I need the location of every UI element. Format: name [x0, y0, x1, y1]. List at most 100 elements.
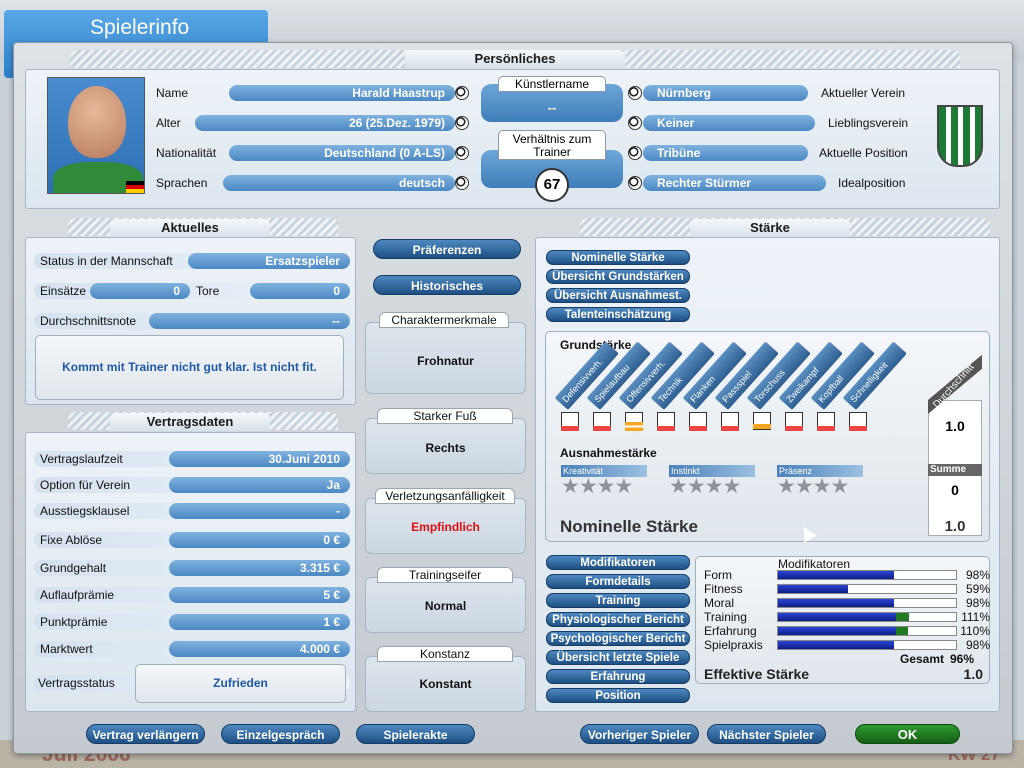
skill-bar — [785, 426, 803, 431]
contract-status-label: Vertragsstatus — [38, 676, 115, 690]
status-label: Status in der Mannschaft — [40, 254, 173, 268]
nominal-strength-label: Nominelle Stärke — [560, 517, 698, 536]
conversation-button[interactable]: Einzelgespräch — [221, 724, 340, 744]
constancy-value: Konstant — [419, 677, 472, 691]
character-trait-value: Frohnatur — [417, 354, 474, 368]
skill-bar — [849, 426, 867, 431]
ball-icon — [628, 86, 642, 100]
einsaetze-value: 0 — [90, 283, 190, 299]
club-option-label: Option für Verein — [40, 478, 131, 492]
status-message: Kommt mit Trainer nicht gut klar. Ist ni… — [35, 335, 344, 400]
star-rating-icon: ★★★★ — [561, 475, 633, 498]
artist-name-value: -- — [547, 100, 557, 115]
tab-exceptional-overview[interactable]: Übersicht Ausnahmest. — [546, 288, 690, 303]
modifier-bar — [778, 627, 896, 635]
history-button[interactable]: Historisches — [373, 275, 521, 295]
position-button[interactable]: Position — [546, 688, 690, 703]
tab-talent-assessment[interactable]: Talenteinschätzung — [546, 307, 690, 322]
germany-flag-icon — [126, 181, 144, 193]
skill-bar — [721, 426, 739, 431]
current-position-value: Tribüne — [643, 145, 808, 161]
exceptional-strength-label: Ausnahmestärke — [560, 446, 657, 460]
psychological-report-button[interactable]: Psychologischer Bericht — [546, 631, 690, 646]
character-trait-label: Charaktermerkmale — [379, 312, 509, 328]
avg-value: 1.0 — [945, 418, 965, 434]
ball-icon — [628, 116, 642, 130]
skill-bar — [817, 426, 835, 431]
favorite-club-label: Lieblingsverein — [828, 116, 909, 130]
exceptional-name: Instinkt — [669, 465, 755, 477]
modifier-bar — [778, 571, 894, 579]
skill-bar — [593, 426, 611, 431]
ball-icon — [455, 146, 469, 160]
trainer-relation-value: 67 — [535, 168, 569, 202]
exit-clause-value: - — [169, 503, 350, 519]
contract-status-value: Zufrieden — [135, 664, 346, 703]
tore-value: 0 — [250, 283, 350, 299]
form-details-button[interactable]: Formdetails — [546, 574, 690, 589]
modifier-label: Fitness — [704, 582, 743, 596]
skill-bar — [657, 426, 675, 431]
strong-foot-value: Rechts — [425, 441, 466, 455]
market-value-value: 4.000 € — [169, 641, 350, 657]
name-value: Harald Haastrup — [229, 85, 455, 101]
player-file-button[interactable]: Spielerakte — [356, 724, 475, 744]
current-position-label: Aktuelle Position — [819, 146, 908, 160]
base-salary-value: 3.315 € — [169, 560, 350, 576]
age-label: Alter — [156, 116, 181, 130]
languages-label: Sprachen — [156, 176, 208, 190]
total-value: 96% — [950, 652, 975, 666]
modifiers-header: Modifikatoren — [778, 557, 851, 571]
exceptional-name: Kreativität — [561, 465, 647, 477]
einsaetze-label: Einsätze — [40, 284, 87, 298]
player-photo — [47, 77, 145, 194]
skill-bar — [753, 424, 771, 429]
tab-nominal-strength[interactable]: Nominelle Stärke — [546, 250, 690, 265]
extend-contract-button[interactable]: Vertrag verlängern — [86, 724, 205, 744]
base-salary-label: Grundgehalt — [40, 561, 107, 575]
point-bonus-label: Punktprämie — [40, 615, 108, 629]
current-club-value: Nürnberg — [643, 85, 808, 101]
modifier-value: 98% — [965, 638, 990, 652]
trait-card — [365, 418, 526, 474]
exceptional-name: Präsenz — [777, 465, 863, 477]
modifier-bar — [778, 641, 894, 649]
ideal-position-label: Idealposition — [838, 176, 906, 190]
trait-card — [365, 322, 526, 394]
modifier-track — [777, 584, 957, 594]
next-player-button[interactable]: Nächster Spieler — [707, 724, 826, 744]
experience-button[interactable]: Erfahrung — [546, 669, 690, 684]
appearance-bonus-label: Auflaufprämie — [40, 588, 115, 602]
preferences-button[interactable]: Präferenzen — [373, 239, 521, 259]
contract-duration-label: Vertragslaufzeit — [40, 452, 123, 466]
modifier-label: Form — [704, 568, 732, 582]
modifiers-button[interactable]: Modifikatoren — [546, 555, 690, 570]
nationality-label: Nationalität — [156, 146, 217, 160]
appearance-bonus-value: 5 € — [169, 587, 350, 603]
ok-button[interactable]: OK — [855, 724, 960, 744]
tab-base-strength-overview[interactable]: Übersicht Grundstärken — [546, 269, 690, 284]
constancy-label: Konstanz — [377, 646, 513, 662]
modifier-bonus-bar — [896, 627, 908, 635]
fixed-fee-value: 0 € — [169, 532, 350, 548]
training-eagerness-label: Trainingseifer — [377, 567, 513, 583]
vertrag-header: Vertragsdaten — [110, 413, 270, 431]
skill-bar — [625, 422, 643, 431]
last-games-button[interactable]: Übersicht letzte Spiele — [546, 650, 690, 665]
modifier-value: 98% — [965, 568, 990, 582]
player-face — [68, 86, 126, 158]
nominal-strength-value: 1.0 — [944, 518, 966, 535]
club-option-value: Ja — [169, 477, 350, 493]
trait-card — [365, 656, 526, 712]
sum-label: Summe — [928, 464, 982, 476]
previous-player-button[interactable]: Vorheriger Spieler — [580, 724, 699, 744]
contract-duration-value: 30.Juni 2010 — [169, 451, 350, 467]
training-button[interactable]: Training — [546, 593, 690, 608]
ball-icon — [455, 176, 469, 190]
current-club-label: Aktueller Verein — [821, 86, 906, 100]
effective-strength-label: Effektive Stärke — [704, 666, 810, 682]
physiological-report-button[interactable]: Physiologischer Bericht — [546, 612, 690, 627]
ball-icon — [628, 146, 642, 160]
age-value: 26 (25.Dez. 1979) — [195, 115, 455, 131]
ball-icon — [628, 176, 642, 190]
